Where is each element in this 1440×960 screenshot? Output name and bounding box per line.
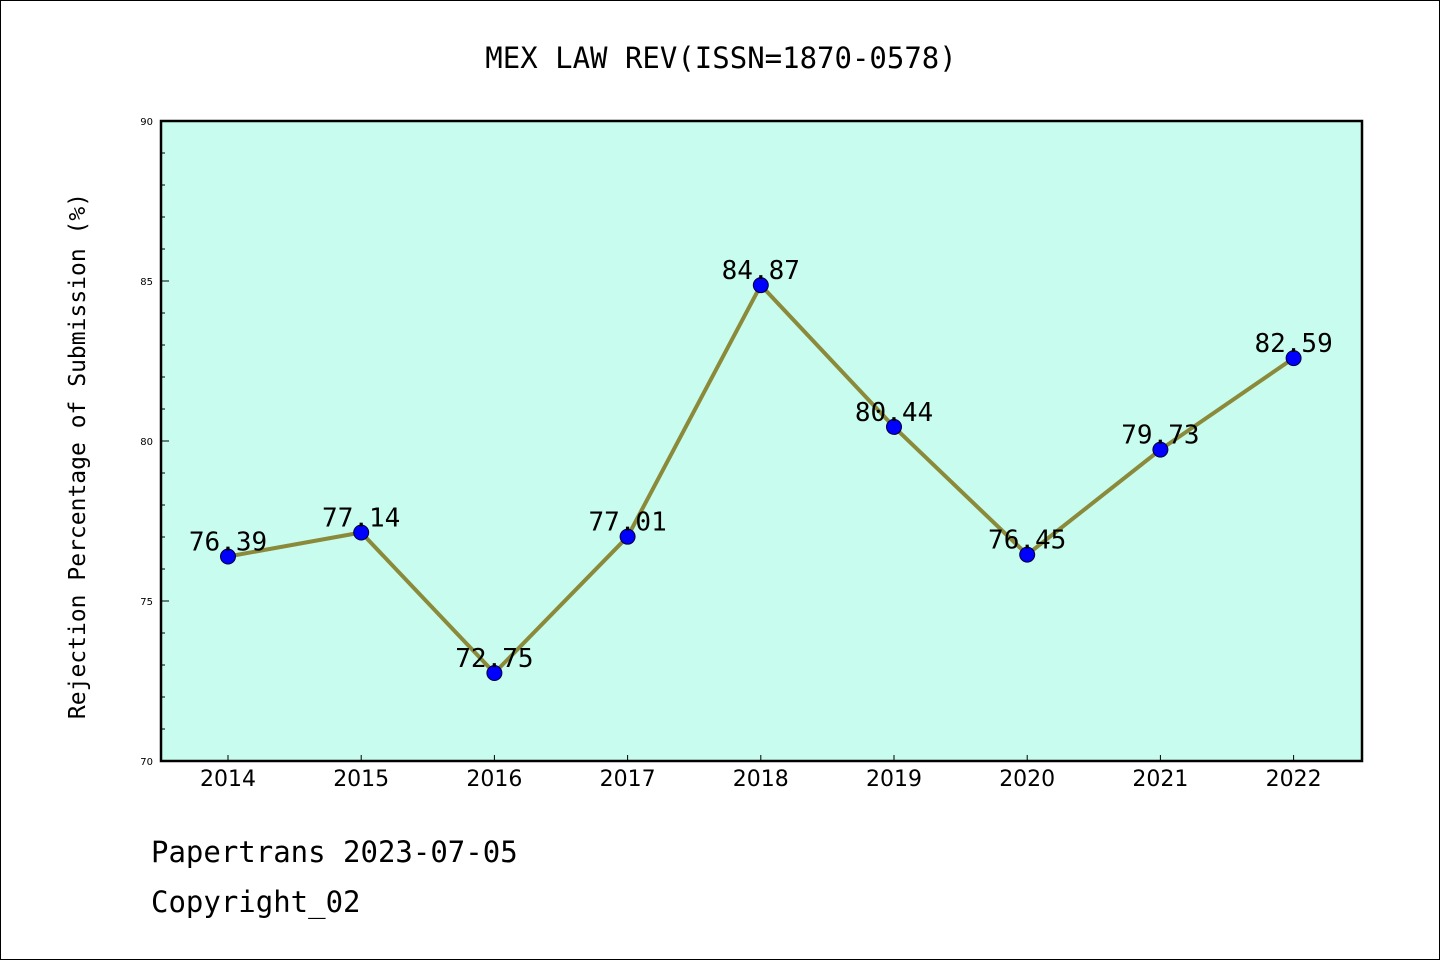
data-label: 79.73 (1121, 421, 1199, 451)
x-tick-label: 2015 (333, 767, 389, 792)
data-point (486, 665, 503, 681)
x-tick-label: 2014 (200, 767, 256, 792)
data-point (1285, 350, 1302, 367)
data-label: 77.01 (588, 508, 666, 538)
chart-title: MEX LAW REV(ISSN=1870-0578) (485, 41, 956, 75)
data-label: 84.87 (722, 256, 800, 286)
footer-date: Papertrans 2023-07-05 (151, 835, 518, 869)
data-point (220, 548, 236, 565)
x-tick-label: 2016 (466, 767, 522, 792)
data-label: 77.14 (322, 504, 400, 534)
x-tick-label: 2018 (733, 767, 789, 792)
data-point (1019, 546, 1036, 563)
data-label: 76.39 (189, 528, 267, 558)
y-tick-label: 70 (140, 757, 153, 768)
x-tick-label: 2020 (999, 767, 1055, 792)
data-point (886, 418, 902, 435)
data-label: 82.59 (1254, 329, 1332, 359)
data-point (1152, 441, 1169, 458)
data-point (353, 524, 370, 541)
y-axis-label: Rejection Percentage of Submission (%) (65, 193, 91, 719)
data-point (752, 277, 769, 294)
data-label: 76.45 (988, 526, 1066, 556)
x-tick-label: 2022 (1266, 767, 1322, 792)
footer-copyright: Copyright_02 (151, 885, 361, 919)
data-label: 72.75 (455, 644, 533, 674)
plot-border (159, 119, 1364, 763)
x-tick-label: 2019 (866, 767, 922, 792)
y-tick-label: 75 (140, 597, 153, 608)
data-point (619, 528, 636, 545)
y-tick-label: 80 (140, 437, 153, 448)
plot-area: 70 75 80 85 90 2014 2015 2016 2017 2018 2019 2020 20… (140, 117, 1364, 792)
plot-background (161, 121, 1362, 761)
y-tick-label: 90 (140, 117, 153, 128)
data-label: 80.44 (855, 398, 933, 428)
y-tick-label: 85 (140, 277, 153, 288)
x-tick-label: 2021 (1132, 767, 1188, 792)
x-tick-label: 2017 (600, 767, 656, 792)
